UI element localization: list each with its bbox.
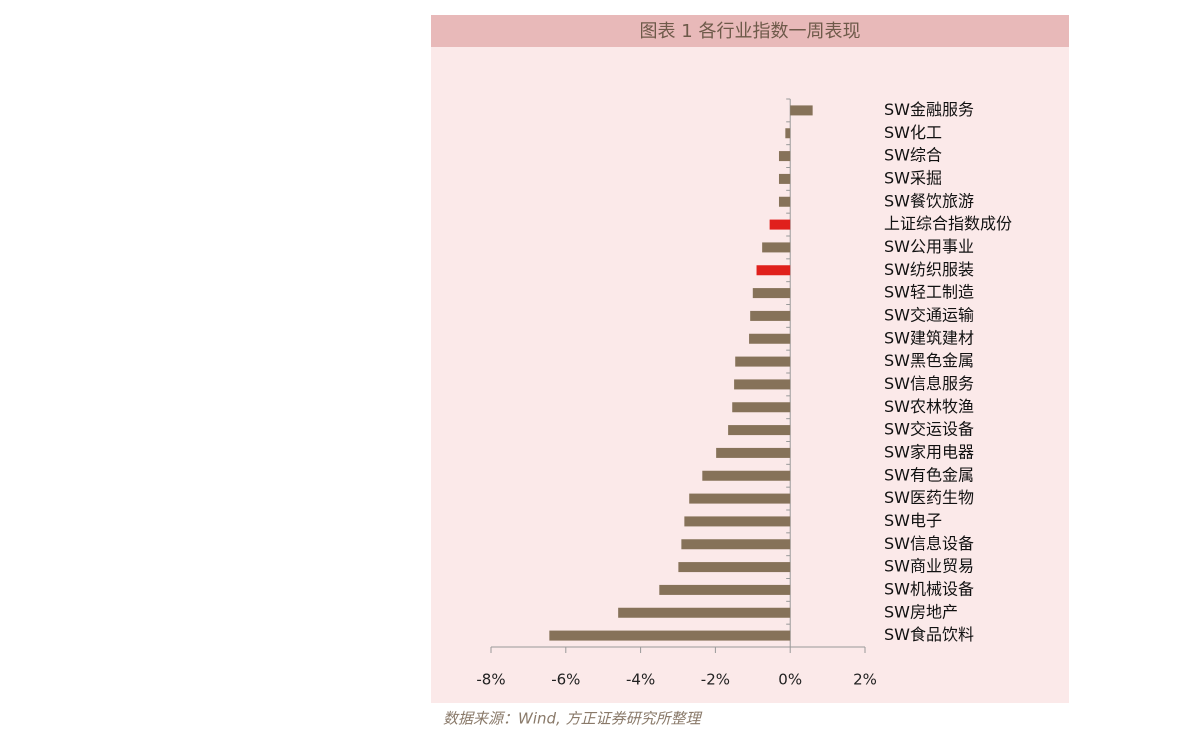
category-label: SW信息服务 — [884, 374, 974, 393]
bar — [749, 333, 791, 344]
bar — [689, 493, 791, 504]
bar — [728, 425, 791, 436]
category-label: SW餐饮旅游 — [884, 191, 974, 210]
category-label: SW商业贸易 — [884, 557, 974, 576]
category-label: SW交通运输 — [884, 305, 974, 324]
x-tick-label: -6% — [551, 671, 580, 689]
bar — [790, 105, 813, 116]
category-label: SW综合 — [884, 146, 942, 165]
category-label: 上证综合指数成份 — [884, 214, 1012, 233]
bar — [778, 151, 791, 162]
bar — [769, 219, 791, 230]
category-label: SW化工 — [884, 123, 942, 142]
category-label: SW房地产 — [884, 602, 958, 621]
source-note: 数据来源：Wind, 方正证券研究所整理 — [443, 710, 703, 728]
bar — [750, 310, 791, 321]
x-tick-label: -8% — [476, 671, 505, 689]
category-label: SW农林牧渔 — [884, 397, 974, 416]
category-label: SW纺织服装 — [884, 260, 974, 279]
x-tick-label: 2% — [853, 671, 877, 689]
bar — [681, 539, 791, 550]
bar — [762, 242, 791, 253]
category-label: SW黑色金属 — [884, 351, 974, 370]
bar — [618, 607, 791, 618]
x-tick-label: 0% — [778, 671, 802, 689]
category-label: SW采掘 — [884, 168, 942, 187]
bar — [659, 584, 791, 595]
bar — [734, 379, 791, 390]
category-label: SW公用事业 — [884, 237, 974, 256]
category-label: SW轻工制造 — [884, 283, 974, 302]
category-label: SW电子 — [884, 511, 942, 530]
x-tick-label: -4% — [626, 671, 655, 689]
category-label: SW建筑建材 — [884, 328, 974, 347]
bar — [756, 265, 791, 276]
bar — [702, 470, 791, 481]
category-label: SW有色金属 — [884, 465, 974, 484]
bar — [684, 516, 791, 527]
bar — [678, 562, 791, 573]
bar — [735, 356, 791, 367]
chart-title: 图表 1 各行业指数一周表现 — [640, 21, 861, 42]
category-label: SW医药生物 — [884, 488, 974, 507]
category-label: SW交运设备 — [884, 420, 974, 439]
category-label: SW金融服务 — [884, 100, 974, 119]
title-bar — [431, 15, 1069, 47]
bar — [752, 288, 791, 299]
bar — [785, 128, 791, 139]
bar — [778, 196, 791, 207]
bar — [716, 447, 791, 458]
x-tick-label: -2% — [701, 671, 730, 689]
category-label: SW食品饮料 — [884, 625, 974, 644]
bar — [549, 630, 791, 641]
category-label: SW家用电器 — [884, 442, 974, 461]
category-label: SW信息设备 — [884, 534, 974, 553]
category-label: SW机械设备 — [884, 579, 974, 598]
bar — [778, 173, 791, 184]
bar — [732, 402, 791, 413]
